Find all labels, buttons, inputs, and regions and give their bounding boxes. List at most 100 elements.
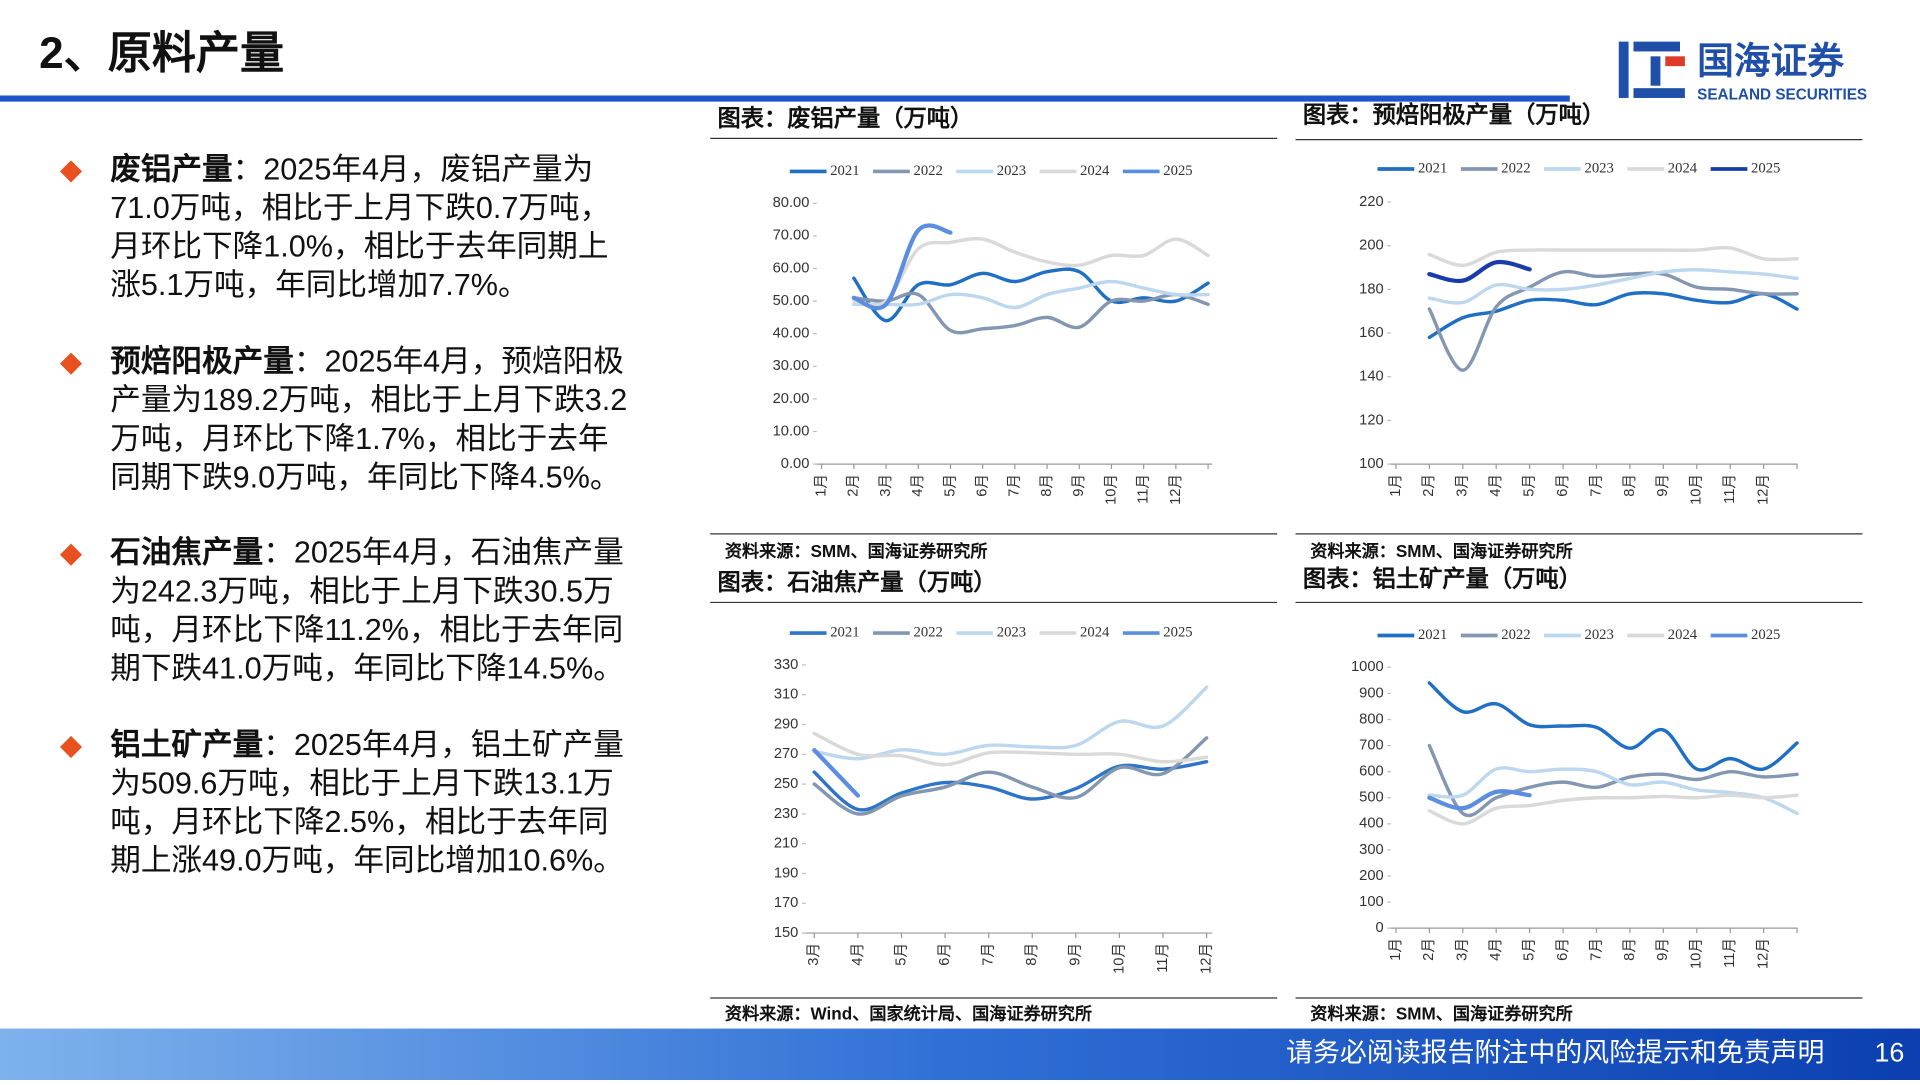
y-tick-label: 700	[1359, 737, 1384, 753]
chart-title: 图表：预焙阳极产量（万吨）	[1303, 101, 1605, 127]
bullet-text: 吨，月环比下降11.2%，相比于去年同	[110, 613, 623, 647]
chart-title: 图表：废铝产量（万吨）	[718, 105, 974, 131]
series-line	[812, 736, 1209, 816]
legend-label: 2021	[830, 624, 859, 640]
series-line	[812, 760, 1209, 812]
legend-label: 2024	[1668, 627, 1698, 643]
chart-title: 图表：石油焦产量（万吨）	[718, 569, 997, 595]
x-tick-label: 10月	[1689, 474, 1705, 505]
series-line	[1427, 268, 1799, 305]
x-tick-label: 4月	[1488, 938, 1504, 961]
y-tick-label: 330	[774, 657, 799, 673]
logo-subtext: SEALAND SECURITIES	[1697, 87, 1867, 104]
legend-label: 2025	[1751, 627, 1780, 643]
x-tick-label: 5月	[893, 943, 909, 966]
chart-source: 资料来源：SMM、国海证券研究所	[725, 541, 988, 561]
bullet-line: 期上涨49.0万吨，年同比增加10.6%。	[110, 844, 624, 878]
logo	[1618, 41, 1685, 98]
bullet-text: 涨5.1万吨，年同比增加7.7%。	[110, 268, 528, 302]
bullet-text: ：2025年4月，预焙阳极	[294, 345, 624, 379]
y-tick-label: 80.00	[773, 195, 810, 211]
y-tick-label: 30.00	[773, 358, 810, 374]
x-tick-label: 9月	[1655, 938, 1671, 961]
series-line	[1427, 681, 1799, 772]
x-tick-label: 10月	[1689, 938, 1705, 969]
series-line	[812, 685, 1209, 761]
bullet-title: 废铝产量	[110, 153, 232, 187]
y-tick-label: 220	[1359, 194, 1384, 210]
x-tick-label: 6月	[937, 943, 953, 966]
y-tick-label: 160	[1359, 325, 1384, 341]
y-tick-label: 230	[774, 806, 799, 822]
bullet-line: 石油焦产量：2025年4月，石油焦产量	[109, 535, 624, 570]
x-tick-label: 8月	[1622, 474, 1638, 497]
slide-title: 2、原料产量	[39, 29, 284, 78]
bullet-title: 石油焦产量	[109, 535, 263, 570]
x-tick-label: 9月	[1655, 474, 1671, 497]
y-tick-label: 310	[774, 687, 799, 703]
bullet-text: 万吨，月环比下降1.7%，相比于去年	[110, 422, 608, 456]
x-tick-label: 4月	[850, 943, 866, 966]
bullet-text: ：2025年4月，废铝产量为	[233, 153, 594, 187]
bullet-title: 预焙阳极产量	[110, 344, 294, 379]
bullet-text: 期下跌41.0万吨，年同比下降14.5%。	[110, 652, 624, 686]
x-tick-label: 12月	[1198, 943, 1214, 974]
y-tick-label: 1000	[1351, 659, 1384, 675]
legend-label: 2024	[1668, 160, 1698, 176]
legend-label: 2024	[1080, 624, 1110, 640]
legend-label: 2023	[1584, 160, 1613, 176]
bullet-line: 涨5.1万吨，年同比增加7.7%。	[110, 268, 528, 302]
x-tick-label: 12月	[1756, 938, 1772, 969]
bullet-text: 为242.3万吨，相比于上月下跌30.5万	[110, 574, 613, 608]
x-tick-label: 12月	[1168, 474, 1184, 505]
bullet-line: 期下跌41.0万吨，年同比下降14.5%。	[110, 652, 624, 686]
footer-bar	[0, 1028, 1920, 1080]
y-tick-label: 900	[1359, 685, 1384, 701]
bullet-line: 预焙阳极产量：2025年4月，预焙阳极	[110, 344, 624, 379]
x-tick-label: 1月	[1388, 938, 1404, 961]
x-tick-label: 7月	[1588, 474, 1604, 497]
bullet-title: 铝土矿产量	[110, 727, 263, 762]
series-line	[1427, 245, 1799, 268]
series-line	[1427, 766, 1799, 816]
legend-label: 2022	[913, 624, 942, 640]
x-tick-label: 1月	[1388, 474, 1404, 497]
x-tick-label: 10月	[1103, 474, 1119, 505]
legend-label: 2023	[1584, 627, 1613, 643]
y-tick-label: 50.00	[773, 293, 810, 309]
disclaimer: 请务必阅读报告附注中的风险提示和免责声明	[1286, 1037, 1824, 1067]
y-tick-label: 500	[1359, 790, 1384, 806]
legend-label: 2025	[1163, 163, 1192, 179]
y-tick-label: 200	[1359, 238, 1384, 254]
y-tick-label: 100	[1359, 894, 1384, 910]
bullet-diamond	[60, 160, 83, 183]
x-tick-label: 8月	[1622, 938, 1638, 961]
y-tick-label: 120	[1359, 412, 1384, 428]
bullet-text: 吨，月环比下降2.5%，相比于去年同	[110, 805, 608, 839]
y-tick-label: 0.00	[781, 456, 810, 472]
bullet-text: 产量为189.2万吨，相比于上月下跌3.2	[110, 383, 627, 417]
bullet-text: ：2025年4月，石油焦产量	[263, 536, 624, 570]
x-tick-label: 10月	[1111, 943, 1127, 974]
y-tick-label: 800	[1359, 711, 1384, 727]
x-tick-label: 7月	[981, 943, 997, 966]
bullet-diamond	[60, 543, 83, 566]
y-tick-label: 0	[1376, 920, 1384, 936]
y-tick-label: 400	[1359, 816, 1384, 832]
legend-label: 2022	[913, 163, 942, 179]
chart-title: 图表：铝土矿产量（万吨）	[1303, 566, 1582, 592]
series-line	[812, 747, 861, 798]
bullet-line: 铝土矿产量：2025年4月，铝土矿产量	[110, 727, 624, 762]
bullet-diamond	[60, 735, 83, 758]
bullet-text: 71.0万吨，相比于上月下跌0.7万吨，	[110, 191, 610, 225]
bullet-line: 为509.6万吨，相比于上月下跌13.1万	[110, 767, 613, 801]
x-tick-label: 6月	[975, 474, 991, 497]
x-tick-label: 4月	[1488, 474, 1504, 497]
x-tick-label: 8月	[1039, 474, 1055, 497]
y-tick-label: 290	[774, 716, 799, 732]
legend-label: 2023	[997, 624, 1026, 640]
legend-label: 2025	[1751, 160, 1780, 176]
y-tick-label: 250	[774, 776, 799, 792]
x-tick-label: 5月	[1522, 474, 1538, 497]
